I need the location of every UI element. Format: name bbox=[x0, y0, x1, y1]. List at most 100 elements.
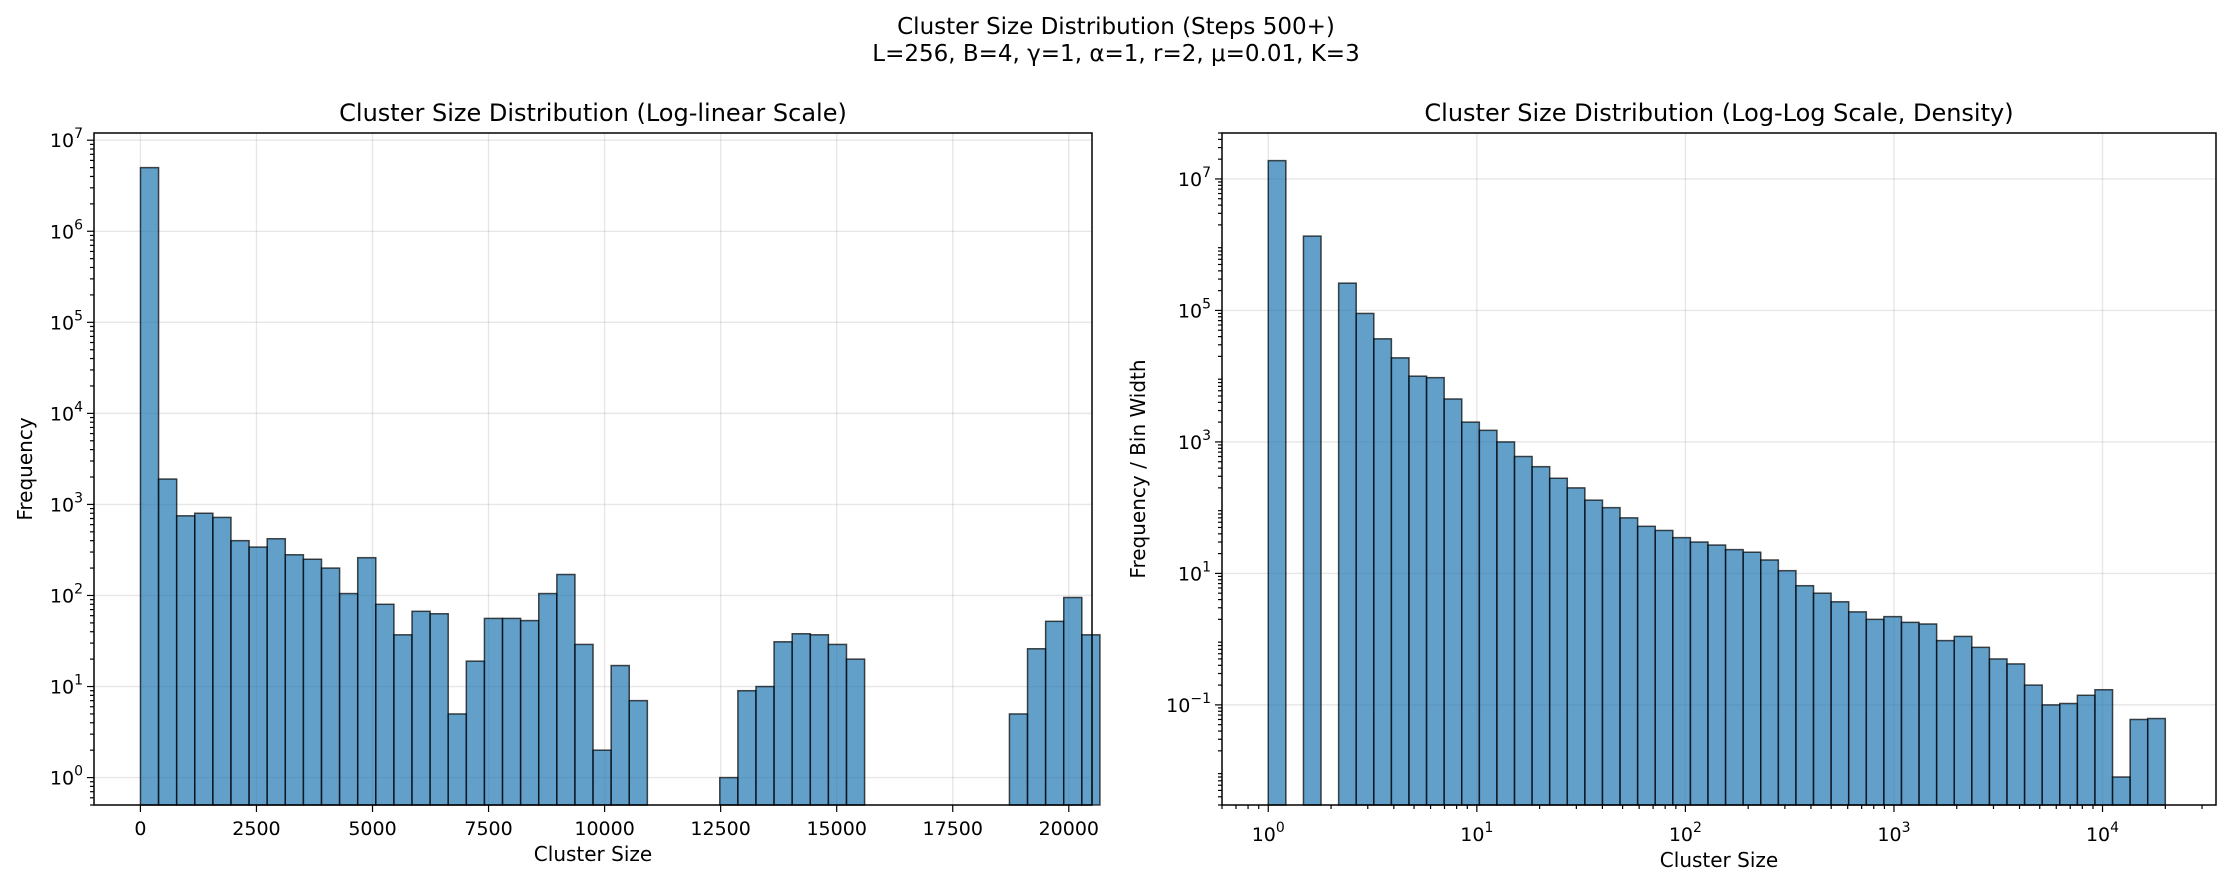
left-plot-bar-24 bbox=[574, 643, 594, 806]
left-plot-xtick-label-5: 12500 bbox=[690, 818, 750, 840]
left-plot-bar-18 bbox=[465, 660, 486, 806]
left-plot-ytick-label-4: 104 bbox=[50, 399, 83, 425]
left-plot-frame bbox=[93, 132, 1093, 806]
left-plot-bar-33 bbox=[737, 689, 757, 806]
right-plot-bar-38 bbox=[1935, 639, 1955, 806]
left-plot-loglinear: Cluster Size Distribution (Log-linear Sc… bbox=[13, 99, 1101, 866]
left-plot-bar-11 bbox=[338, 592, 359, 806]
left-plot-bar-35 bbox=[773, 641, 793, 806]
left-plot-bar-32 bbox=[719, 776, 739, 806]
right-plot-bar-30 bbox=[1795, 584, 1815, 806]
right-plot-bar-4 bbox=[1337, 282, 1357, 806]
left-plot-bar-17 bbox=[447, 713, 468, 806]
left-plot-ytick-label-5: 105 bbox=[50, 308, 83, 334]
left-plot-bar-37 bbox=[809, 634, 830, 806]
left-plot-ytick-label-1: 101 bbox=[50, 673, 83, 699]
left-plot-bar-7 bbox=[266, 537, 287, 806]
left-plot-bar-15 bbox=[411, 610, 431, 806]
right-plot-bar-13 bbox=[1496, 441, 1516, 806]
right-plot-bar-28 bbox=[1760, 559, 1780, 806]
right-plot-ytick-label-3: 105 bbox=[1178, 296, 1211, 322]
left-plot-bar-19 bbox=[483, 617, 504, 806]
right-plot-bar-5 bbox=[1355, 312, 1375, 806]
right-plot-bar-19 bbox=[1601, 506, 1621, 806]
left-plot-bar-1 bbox=[157, 478, 178, 806]
left-plot-xtick-label-3: 7500 bbox=[464, 818, 512, 840]
right-plot-ytick-label-4: 107 bbox=[1178, 165, 1211, 191]
left-plot-bar-16 bbox=[429, 613, 449, 806]
left-plot-title: Cluster Size Distribution (Log-linear Sc… bbox=[339, 99, 847, 127]
right-plot-bar-9 bbox=[1425, 376, 1445, 806]
right-plot-ytick-label-1: 101 bbox=[1178, 559, 1211, 585]
right-plot-bar-34 bbox=[1865, 618, 1885, 806]
right-plot-bar-48 bbox=[2111, 776, 2131, 806]
right-plot-bar-16 bbox=[1548, 477, 1569, 806]
left-plot-bar-20 bbox=[501, 617, 522, 806]
left-plot-bar-22 bbox=[537, 592, 558, 806]
figure-suptitle-line2: L=256, B=4, γ=1, α=1, r=2, μ=0.01, K=3 bbox=[872, 41, 1359, 67]
right-plot-bar-49 bbox=[2129, 718, 2149, 806]
left-plot-bar-51 bbox=[1062, 596, 1083, 806]
right-plot-bar-25 bbox=[1707, 544, 1727, 806]
right-plot-bar-14 bbox=[1513, 455, 1533, 806]
right-plot-bar-31 bbox=[1812, 592, 1832, 806]
right-plot-bar-42 bbox=[2006, 663, 2026, 806]
left-plot-bar-34 bbox=[755, 685, 775, 806]
right-plot-xtick-label-0: 100 bbox=[1252, 820, 1285, 846]
figure-suptitle-line1: Cluster Size Distribution (Steps 500+) bbox=[897, 14, 1335, 40]
right-plot-xtick-label-1: 101 bbox=[1460, 820, 1493, 846]
left-plot-bar-2 bbox=[175, 515, 196, 806]
right-plot-bar-40 bbox=[1971, 646, 1991, 806]
left-plot-bar-4 bbox=[212, 516, 232, 806]
right-plot-bar-47 bbox=[2094, 688, 2114, 806]
right-plot-bar-36 bbox=[1900, 621, 1920, 806]
right-plot-bar-22 bbox=[1654, 529, 1674, 806]
right-plot-ytick-label-2: 103 bbox=[1178, 428, 1211, 454]
left-plot-ytick-label-0: 100 bbox=[50, 764, 83, 790]
left-plot-bar-21 bbox=[519, 619, 540, 806]
right-plot-bar-29 bbox=[1777, 569, 1797, 806]
right-plot-bar-21 bbox=[1636, 525, 1656, 806]
left-plot-bar-50 bbox=[1044, 620, 1065, 806]
left-plot-bar-25 bbox=[592, 749, 612, 806]
left-plot-xtick-label-1: 2500 bbox=[232, 818, 280, 840]
right-plot-bar-20 bbox=[1619, 517, 1639, 806]
right-plot-frame bbox=[1221, 132, 2217, 806]
left-plot-bar-5 bbox=[230, 539, 250, 806]
left-plot-bar-13 bbox=[375, 603, 395, 806]
left-plot-bar-52 bbox=[1081, 634, 1101, 806]
left-plot-bar-27 bbox=[628, 699, 649, 806]
right-plot-xtick-label-3: 103 bbox=[1877, 820, 1910, 846]
left-plot-xtick-label-4: 10000 bbox=[574, 818, 634, 840]
right-plot-bar-46 bbox=[2076, 694, 2096, 806]
right-plot-bar-45 bbox=[2059, 702, 2079, 806]
left-plot-bar-26 bbox=[610, 664, 631, 806]
left-plot-bar-14 bbox=[393, 634, 413, 806]
right-plot-bar-33 bbox=[1847, 611, 1868, 806]
right-plot-bar-12 bbox=[1478, 429, 1498, 806]
right-plot-loglog: Cluster Size Distribution (Log-Log Scale… bbox=[1126, 99, 2217, 872]
left-plot-ytick-label-2: 102 bbox=[50, 581, 83, 607]
right-plot-bar-41 bbox=[1988, 658, 2008, 806]
right-plot-bar-44 bbox=[2041, 704, 2061, 806]
right-plot-bar-27 bbox=[1742, 551, 1762, 806]
left-plot-bar-23 bbox=[556, 573, 576, 806]
left-plot-bar-0 bbox=[139, 166, 160, 806]
right-plot-bar-6 bbox=[1373, 338, 1393, 806]
left-plot-bar-39 bbox=[845, 658, 866, 806]
left-plot-xtick-label-8: 20000 bbox=[1039, 818, 1099, 840]
right-plot-bar-2 bbox=[1302, 235, 1322, 806]
right-plot-bar-23 bbox=[1672, 536, 1692, 806]
right-plot-bar-10 bbox=[1443, 398, 1463, 806]
right-plot-bar-11 bbox=[1460, 421, 1481, 806]
left-plot-xtick-label-0: 0 bbox=[134, 818, 146, 840]
left-plot-xtick-label-7: 17500 bbox=[923, 818, 983, 840]
left-plot-ytick-label-7: 107 bbox=[50, 126, 83, 152]
left-plot-bar-48 bbox=[1008, 713, 1029, 806]
right-plot-bar-17 bbox=[1566, 487, 1586, 806]
right-plot-ytick-label-0: 10−1 bbox=[1166, 691, 1211, 717]
right-plot-bar-32 bbox=[1830, 601, 1850, 806]
left-plot-bar-10 bbox=[320, 567, 341, 806]
right-plot-bar-24 bbox=[1689, 541, 1709, 806]
